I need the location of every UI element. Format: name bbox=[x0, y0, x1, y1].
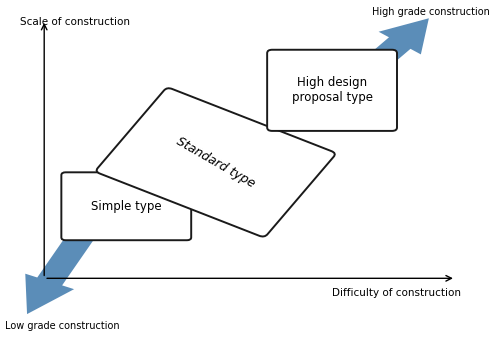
FancyBboxPatch shape bbox=[96, 88, 335, 237]
Polygon shape bbox=[26, 166, 132, 314]
Text: High grade construction: High grade construction bbox=[372, 7, 490, 17]
Text: Difficulty of construction: Difficulty of construction bbox=[332, 288, 460, 298]
Text: Standard type: Standard type bbox=[174, 135, 258, 190]
Polygon shape bbox=[296, 18, 429, 131]
Text: Low grade construction: Low grade construction bbox=[5, 321, 119, 331]
FancyBboxPatch shape bbox=[267, 50, 397, 131]
FancyBboxPatch shape bbox=[62, 172, 191, 240]
Text: Simple type: Simple type bbox=[91, 200, 162, 213]
Text: Scale of construction: Scale of construction bbox=[20, 17, 130, 27]
Text: High design
proposal type: High design proposal type bbox=[292, 76, 372, 104]
